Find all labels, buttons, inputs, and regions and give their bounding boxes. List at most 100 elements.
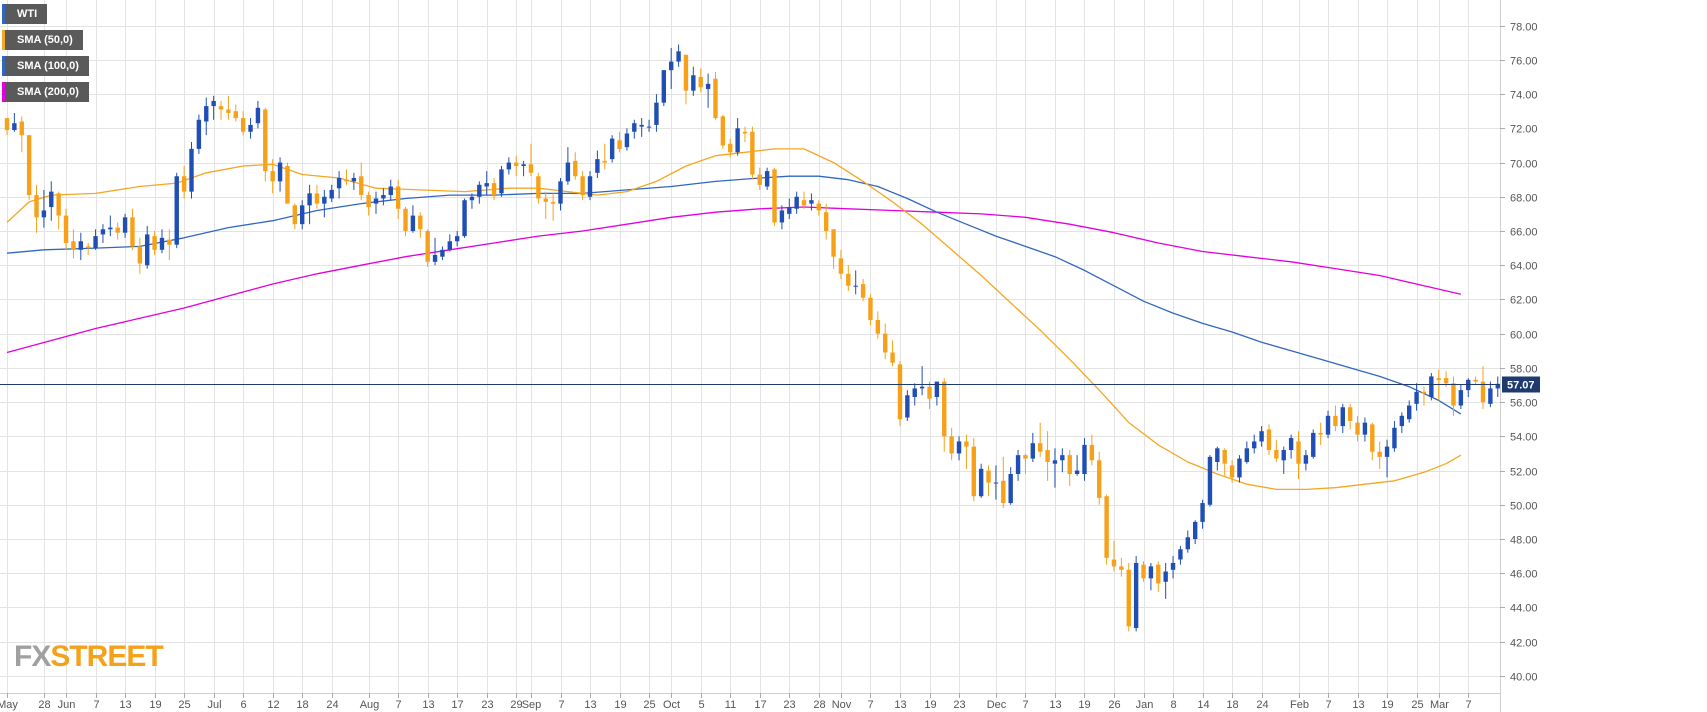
candle [1384,439,1390,478]
candle [1259,426,1264,447]
y-tick-label: 60.00 [1510,330,1538,342]
logo-part-street: STREET [50,640,163,673]
candle [248,118,253,139]
candle [1148,562,1154,591]
candle [550,193,556,221]
x-tick-label: 19 [1078,699,1090,711]
candle [823,203,829,240]
sma-200-line [6,206,1462,354]
candle [1089,434,1095,466]
candle-body [794,196,799,209]
candle-body [307,193,312,206]
candle [1074,455,1080,476]
x-tick-label: 19 [149,699,161,711]
candle [1222,448,1227,476]
candle-body [1244,448,1250,462]
candle [949,427,954,461]
candle-body [514,162,519,166]
candle-body [890,352,895,363]
x-tick-label: 7 [93,699,99,711]
candle [285,162,290,204]
candle [506,157,512,175]
candle [388,179,393,201]
candle [41,189,47,228]
candle-body [351,177,357,182]
candle [1119,557,1124,577]
candle-body [403,208,408,231]
candle [1185,530,1190,553]
candle [1473,376,1478,385]
candle [897,361,903,427]
candle [499,165,504,197]
candle [654,94,659,132]
candle [1104,494,1109,565]
candle [395,179,401,220]
candle [1414,383,1419,411]
candle [270,159,275,194]
candle-body [1052,460,1058,464]
candle-body [410,215,416,231]
candle-body [1384,446,1390,457]
candle [705,73,711,108]
candle-body [1089,444,1095,461]
y-tick-label: 64.00 [1510,261,1538,273]
candle-body [477,184,482,197]
candle-body [26,135,32,196]
candle-body [528,164,534,173]
candle [329,184,334,202]
candle [1325,410,1331,439]
y-tick-label: 52.00 [1510,467,1538,479]
candle [307,184,312,225]
candle [1200,499,1205,529]
candle [927,381,932,409]
candle [454,231,460,247]
candle-body [1097,460,1102,498]
candle [425,229,430,267]
legend-item-wti[interactable]: WTI [2,4,48,24]
candle [1229,460,1235,483]
x-tick-label: May [0,699,18,711]
candle [735,118,740,156]
candle-body [255,107,261,124]
candle-body [639,124,644,127]
candle [565,147,571,185]
candle-body [218,106,224,110]
candle [1296,431,1301,480]
x-tick-label: Feb [1290,699,1309,711]
legend-item-sma100[interactable]: SMA (100,0) [2,56,89,76]
candle-body [1074,470,1080,474]
candle-body [986,470,991,483]
candle-body [1362,422,1368,435]
candle [4,118,10,136]
candle-body [1207,456,1213,505]
candle-body [12,123,17,131]
candle-body [573,160,578,177]
candle-body [1281,450,1286,461]
candle-body [115,227,120,233]
x-tick-label: Aug [360,699,380,711]
candle [211,95,216,120]
candle-body [329,189,334,199]
candle-body [506,162,512,170]
candle-body [971,446,976,497]
candle [609,135,615,163]
candle [1281,446,1286,474]
candle-body [1252,441,1257,449]
candle [1355,415,1360,442]
legend-item-sma200[interactable]: SMA (200,0) [2,82,89,102]
candle-body [233,111,238,119]
candle-body [683,54,689,91]
candle [978,463,984,498]
candle [1008,467,1013,505]
candle [26,135,32,201]
candle [713,71,718,120]
candle [809,193,814,211]
candle-body [285,165,290,204]
candle [971,438,976,502]
legend-label: SMA (200,0) [17,86,79,98]
candle-body [1015,455,1021,474]
candle [986,465,991,497]
legend-item-sma50[interactable]: SMA (50,0) [2,30,83,50]
candle [1038,422,1043,457]
